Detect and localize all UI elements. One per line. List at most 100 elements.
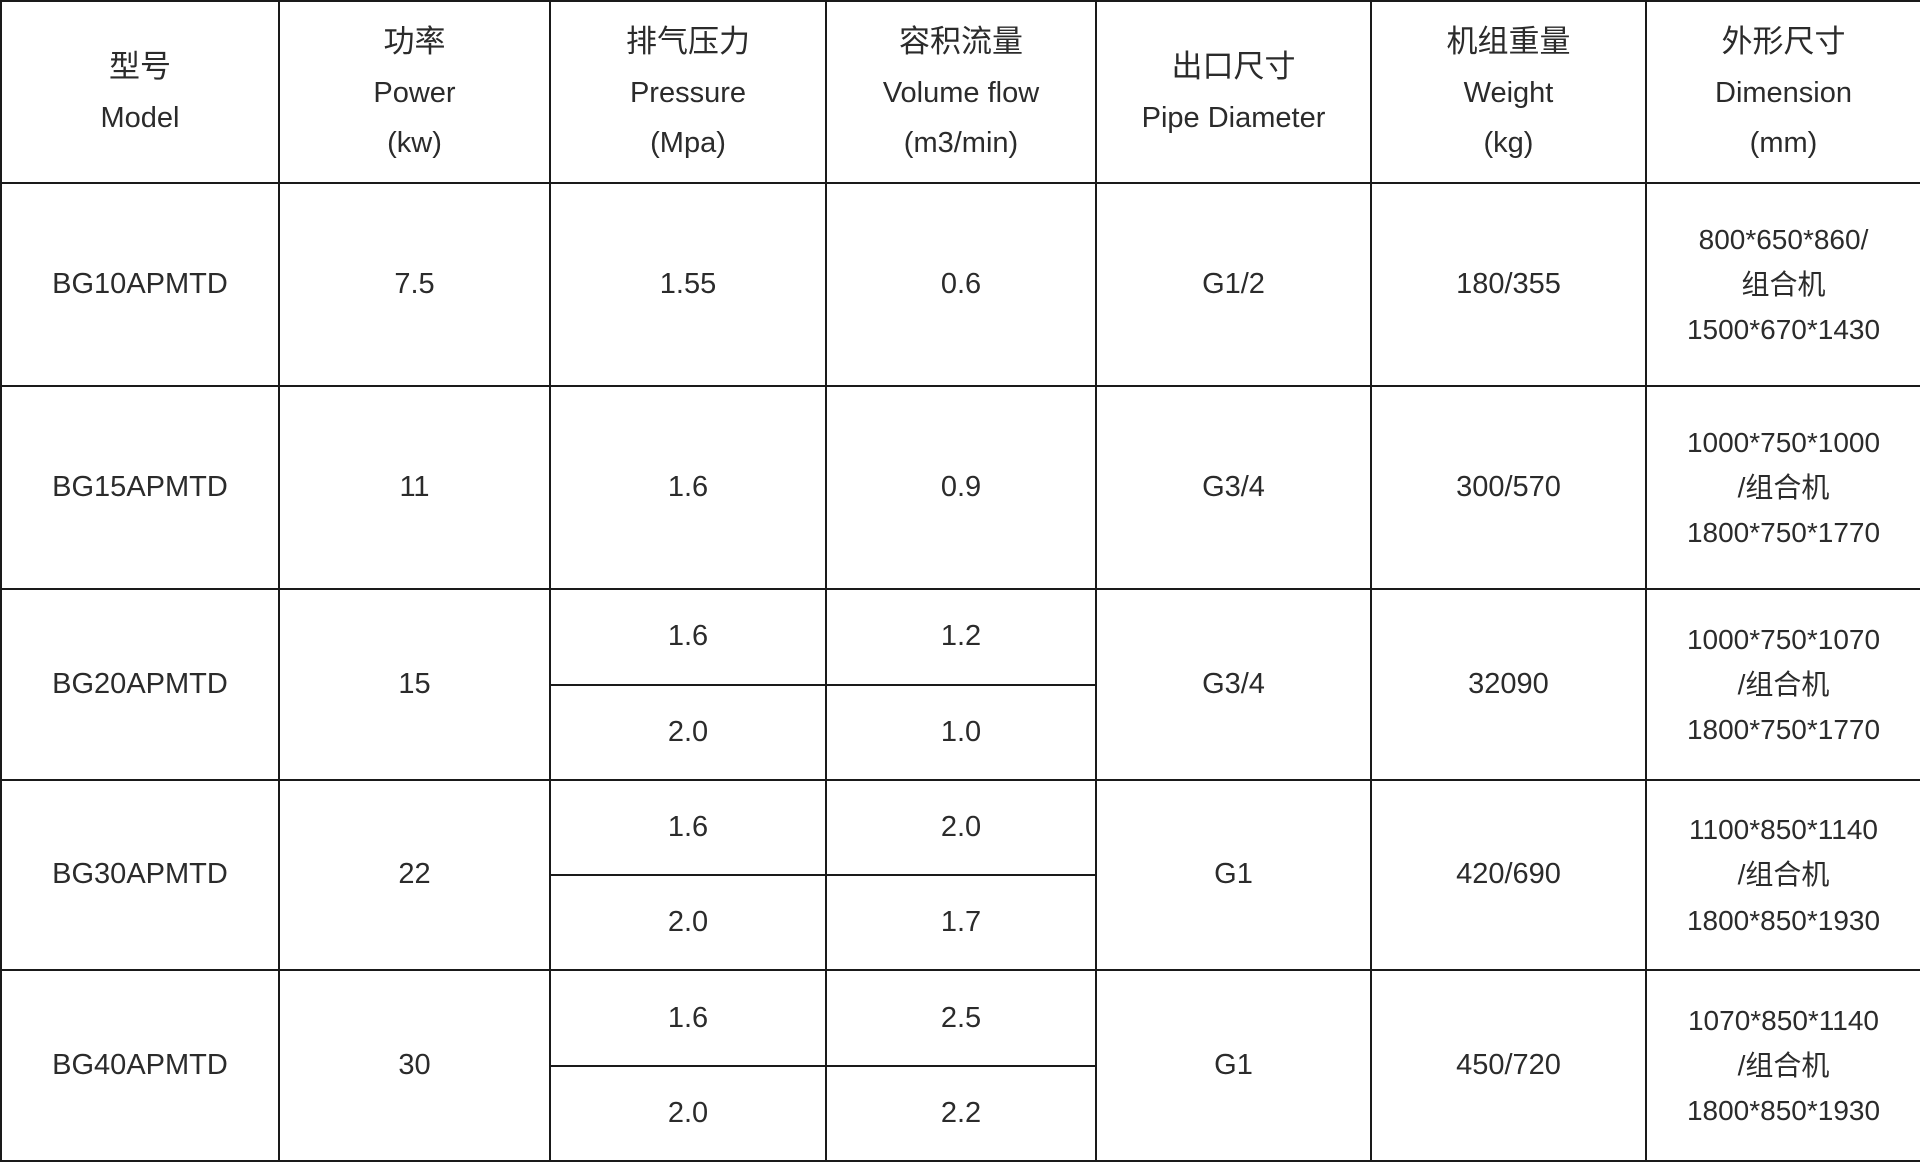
cell-volume-flow: 0.6	[825, 181, 1097, 388]
table-header-row: 型号 Model 功率 Power (kw) 排气压力 Pressure (Mp…	[0, 0, 1920, 184]
cell-pipe-diameter: G1	[1095, 778, 1372, 972]
column-header-pressure: 排气压力 Pressure (Mpa)	[549, 0, 827, 184]
cell-model: BG30APMTD	[0, 778, 280, 972]
table-row: BG20APMTD 15 1.6 2.0 1.2 1.0 G3/4 32090 1000*750…	[0, 588, 1920, 781]
cell-weight: 32090	[1370, 588, 1647, 781]
cell-volume-flow: 1.2 1.0	[825, 588, 1097, 781]
cell-weight: 420/690	[1370, 778, 1647, 972]
dimension-line: /组合机	[1737, 859, 1830, 891]
cell-volume-flow: 2.5 2.2	[825, 969, 1097, 1162]
column-header-dimension-en: Dimension	[1715, 76, 1852, 109]
column-header-weight: 机组重量 Weight (kg)	[1370, 0, 1647, 184]
cell-dimension: 1000*750*1070/组合机 1800*750*1770	[1645, 588, 1920, 781]
cell-dimension: 1100*850*1140/组合机 1800*850*1930	[1645, 778, 1920, 972]
table-row: BG40APMTD 30 1.6 2.0 2.5 2.2 G1 450/720 1070*850…	[0, 969, 1920, 1162]
dimension-line: 1000*750*1070	[1686, 623, 1881, 655]
cell-pressure-sub-value: 1.6	[551, 590, 825, 686]
cell-dimension: 1070*850*1140/组合机 1800*850*1930	[1645, 969, 1920, 1162]
table-row: BG30APMTD 22 1.6 2.0 2.0 1.7 G1 420/690 1100*850…	[0, 778, 1920, 972]
cell-pressure-subtable: 1.6 2.0	[551, 780, 825, 970]
cell-model: BG20APMTD	[0, 588, 280, 781]
cell-pressure: 1.55	[549, 181, 827, 388]
sub-row: 1.7	[827, 875, 1095, 969]
sub-row: 2.0	[551, 1066, 825, 1160]
cell-model: BG15APMTD	[0, 385, 280, 591]
dimension-line: 1800*850*1930	[1686, 904, 1881, 936]
dimension-line: 1070*850*1140	[1687, 1004, 1879, 1036]
sub-row: 2.0	[827, 780, 1095, 877]
column-header-pipe-diameter-en: Pipe Diameter	[1141, 101, 1326, 134]
cell-volume-flow-sub-value: 2.2	[940, 1096, 982, 1129]
sub-row: 2.0	[551, 685, 825, 779]
cell-power: 15	[278, 588, 551, 781]
table-row: BG10APMTD 7.5 1.55 0.6 G1/2 180/355 800*650*86…	[0, 181, 1920, 388]
cell-pipe-diameter: G3/4	[1095, 385, 1372, 591]
column-header-pressure-en: Pressure	[629, 76, 747, 109]
cell-power: 22	[278, 778, 551, 972]
cell-pressure-sub-value: 2.0	[667, 715, 709, 748]
column-header-power-unit: (kw)	[387, 126, 442, 159]
column-header-power: 功率 Power (kw)	[278, 0, 551, 184]
column-header-volume-flow-en: Volume flow	[882, 76, 1040, 109]
sub-row: 1.0	[827, 685, 1095, 779]
column-header-power-cn: 功率	[383, 24, 446, 60]
cell-weight: 450/720	[1370, 969, 1647, 1162]
cell-model: BG10APMTD	[0, 181, 280, 388]
cell-pressure: 1.6 2.0	[549, 778, 827, 972]
cell-pressure: 1.6	[549, 385, 827, 591]
sub-row: 2.2	[827, 1066, 1095, 1160]
cell-dimension: 800*650*860/组合机 1500*670*1430	[1645, 181, 1920, 388]
column-header-volume-flow-cn: 容积流量	[899, 24, 1023, 60]
cell-volume-flow-sub-value: 1.2	[827, 590, 1095, 686]
cell-volume-flow: 0.9	[825, 385, 1097, 591]
column-header-pressure-cn: 排气压力	[626, 24, 750, 60]
cell-power: 7.5	[278, 181, 551, 388]
cell-power: 30	[278, 969, 551, 1162]
cell-pressure-subtable: 1.6 2.0	[551, 590, 825, 779]
cell-dimension: 1000*750*1000/组合机 1800*750*1770	[1645, 385, 1920, 591]
cell-pressure-sub-value: 1.6	[551, 971, 825, 1067]
cell-weight: 180/355	[1370, 181, 1647, 388]
cell-volume-flow-sub-value: 1.0	[940, 715, 982, 748]
table-body: BG10APMTD 7.5 1.55 0.6 G1/2 180/355 800*650*86…	[0, 181, 1920, 1162]
column-header-dimension-unit: (mm)	[1749, 126, 1818, 159]
dimension-line: 组合机	[1741, 268, 1826, 300]
cell-volume-flow-subtable: 1.2 1.0	[827, 590, 1095, 779]
cell-volume-flow-subtable: 2.0 1.7	[827, 780, 1095, 970]
dimension-line: 1000*750*1000	[1686, 426, 1881, 458]
column-header-dimension-cn: 外形尺寸	[1721, 24, 1846, 60]
dimension-line: /组合机	[1737, 472, 1830, 504]
column-header-model: 型号 Model	[0, 0, 280, 184]
column-header-pipe-diameter-cn: 出口尺寸	[1171, 49, 1296, 85]
dimension-line: 1800*750*1770	[1686, 714, 1881, 746]
cell-pressure: 1.6 2.0	[549, 588, 827, 781]
column-header-dimension: 外形尺寸 Dimension (mm)	[1645, 0, 1920, 184]
cell-pressure-sub-value: 1.6	[551, 780, 825, 877]
cell-volume-flow-sub-value: 2.5	[827, 971, 1095, 1067]
cell-pipe-diameter: G1/2	[1095, 181, 1372, 388]
dimension-line: 1800*850*1930	[1686, 1095, 1881, 1127]
cell-volume-flow-sub-value: 1.7	[940, 906, 982, 939]
cell-pipe-diameter: G1	[1095, 969, 1372, 1162]
column-header-volume-flow: 容积流量 Volume flow (m3/min)	[825, 0, 1097, 184]
dimension-line: 1800*750*1770	[1686, 517, 1881, 549]
dimension-line: 1500*670*1430	[1686, 314, 1881, 346]
cell-pipe-diameter: G3/4	[1095, 588, 1372, 781]
column-header-model-cn: 型号	[109, 49, 171, 85]
column-header-power-en: Power	[373, 76, 456, 109]
dimension-line: 800*650*860/	[1698, 223, 1869, 255]
sub-row: 2.5	[827, 971, 1095, 1067]
sub-row: 2.0	[551, 875, 825, 969]
column-header-weight-en: Weight	[1463, 76, 1554, 109]
cell-pressure-sub-value: 2.0	[667, 1096, 709, 1129]
dimension-line: 1100*850*1140	[1689, 814, 1878, 846]
sub-row: 1.6	[551, 780, 825, 877]
cell-pressure: 1.6 2.0	[549, 969, 827, 1162]
sub-row: 1.6	[551, 590, 825, 686]
column-header-model-en: Model	[100, 101, 180, 134]
table-row: BG15APMTD 11 1.6 0.9 G3/4 300/570 1000*750*100…	[0, 385, 1920, 591]
cell-pressure-subtable: 1.6 2.0	[551, 971, 825, 1160]
column-header-volume-flow-unit: (m3/min)	[903, 126, 1019, 159]
cell-volume-flow-sub-value: 2.0	[827, 780, 1095, 877]
